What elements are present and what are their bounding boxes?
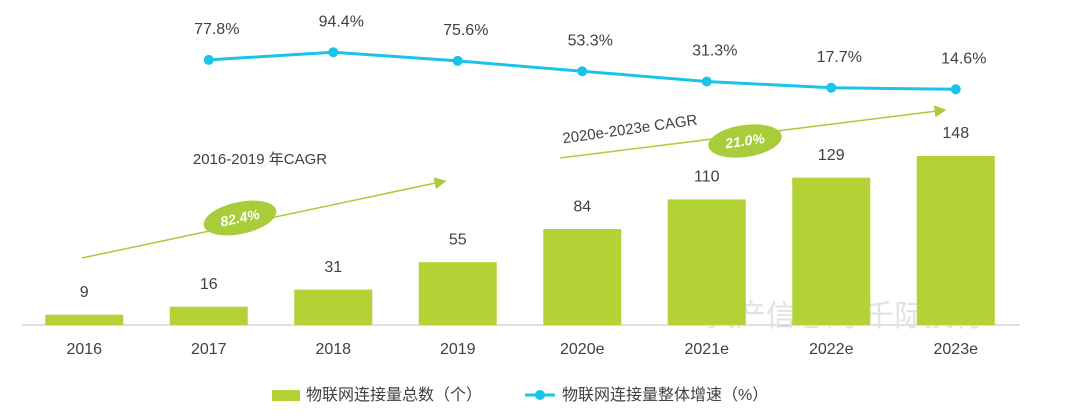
line-marker [826, 82, 837, 93]
data-label: 129 [818, 147, 845, 164]
cagr-badge [708, 124, 782, 158]
bar [667, 199, 746, 325]
data-label: 94.4% [319, 13, 364, 30]
data-label: 14.6% [941, 50, 986, 67]
data-label: 31.3% [692, 43, 737, 60]
legend-label: 物联网连接量整体增速（%） [562, 386, 768, 404]
cagr-value: 21.0% [723, 130, 766, 152]
legend-swatch [272, 390, 300, 401]
x-tick-label: 2021e [685, 341, 730, 358]
line-marker [328, 47, 339, 58]
data-label: 31 [324, 259, 342, 276]
x-tick-label: 2018 [315, 341, 351, 358]
data-label: 148 [942, 125, 969, 142]
x-tick-label: 2019 [440, 341, 476, 358]
legend-swatch [535, 390, 545, 400]
cagr-label: 2020e-2023e CAGR [561, 112, 698, 148]
data-label: 16 [200, 276, 218, 293]
legend-label: 物联网连接量总数（个） [306, 386, 482, 404]
bar [169, 306, 248, 325]
data-label: 84 [573, 198, 591, 215]
bar [792, 177, 871, 325]
x-tick-label: 2017 [191, 341, 227, 358]
data-label: 9 [80, 284, 89, 301]
data-label: 75.6% [443, 22, 488, 39]
bar [294, 289, 373, 325]
line-marker [452, 55, 463, 66]
x-tick-label: 2023e [934, 341, 979, 358]
bar [916, 155, 995, 325]
data-label: 77.8% [194, 21, 239, 38]
cagr-label: 2016-2019 年CAGR [193, 151, 327, 168]
data-label: 53.3% [568, 32, 613, 49]
data-label: 110 [694, 169, 720, 186]
line-marker [701, 76, 712, 87]
line-marker [203, 54, 214, 65]
data-label: 55 [449, 231, 467, 248]
bar [418, 262, 497, 325]
line-marker [950, 84, 961, 95]
cagr-badge [203, 200, 277, 236]
x-tick-label: 2022e [809, 341, 854, 358]
bar [45, 314, 124, 325]
data-label: 17.7% [817, 49, 862, 66]
x-tick-label: 2016 [66, 341, 102, 358]
bar [543, 229, 622, 325]
x-tick-label: 2020e [560, 341, 605, 358]
line-marker [577, 66, 588, 77]
